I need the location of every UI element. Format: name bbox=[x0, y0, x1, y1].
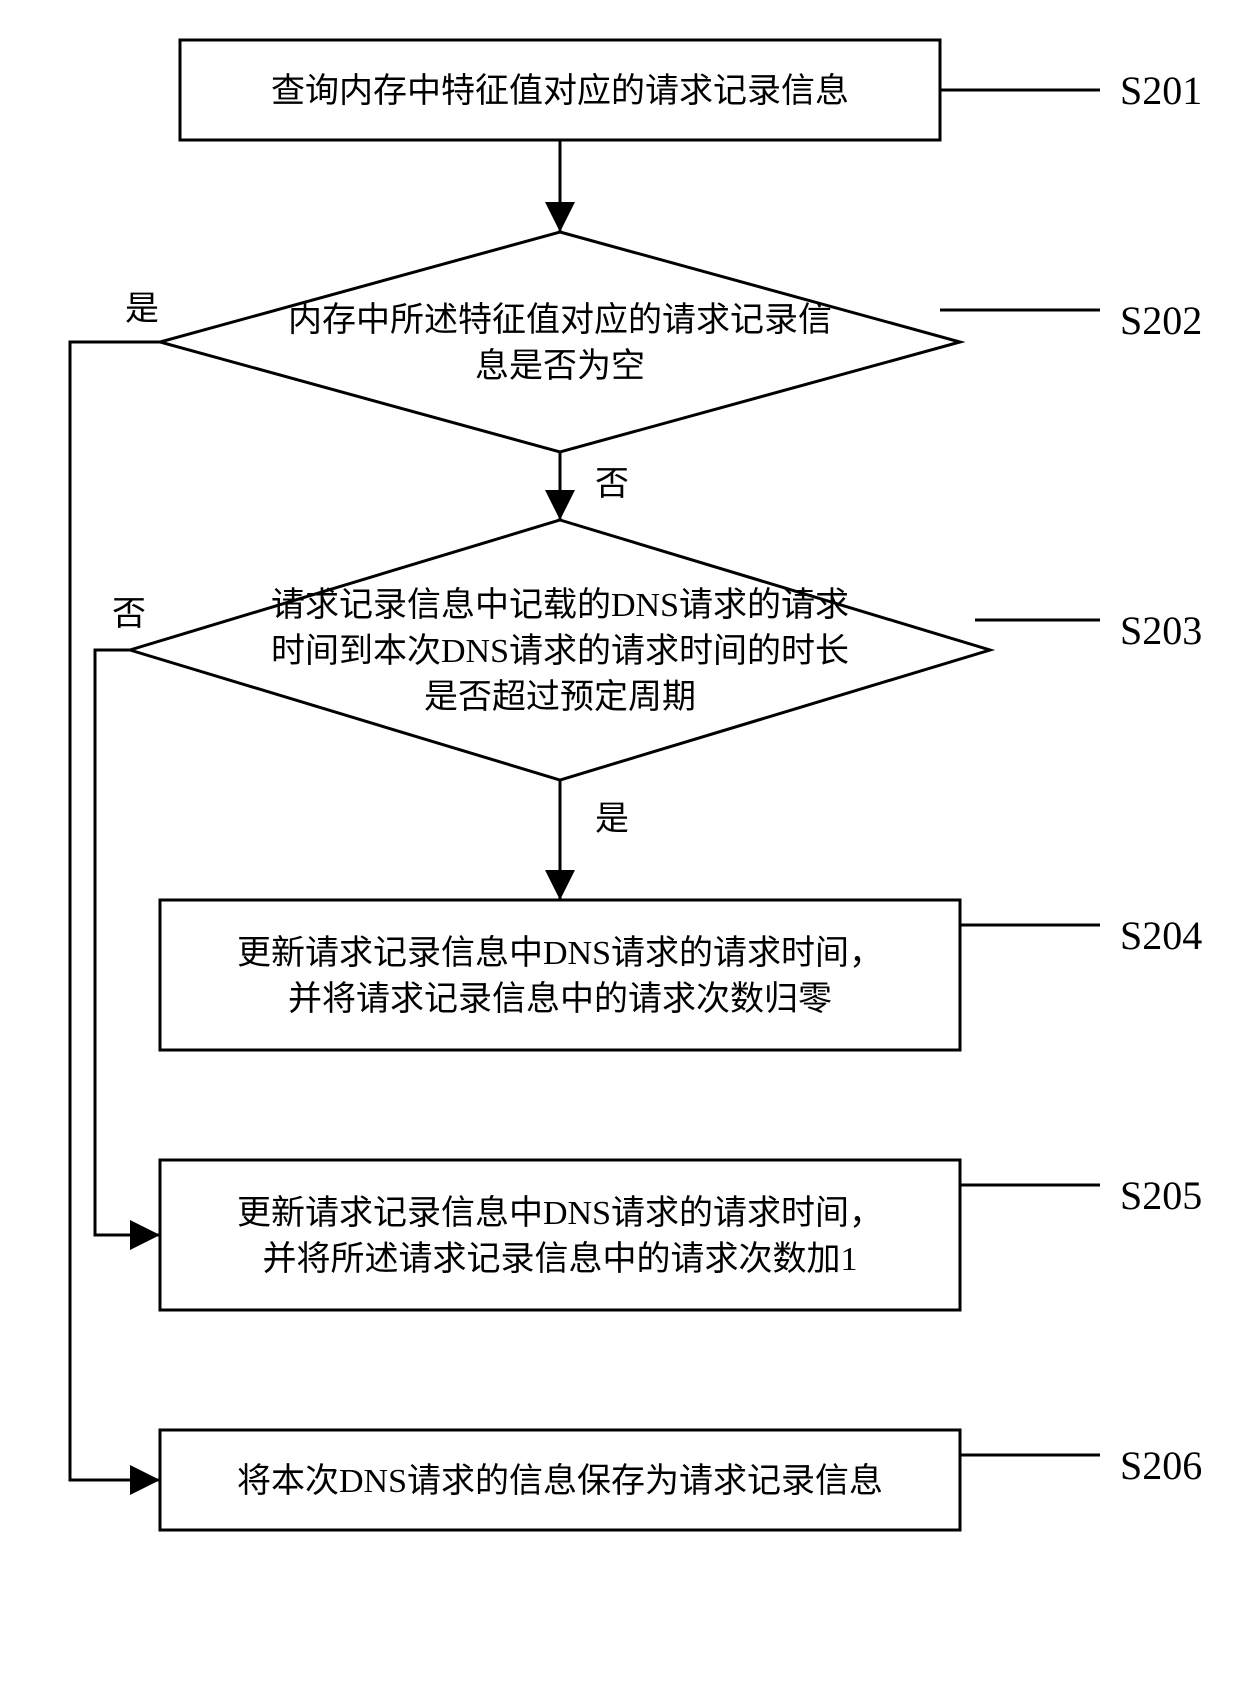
node-text: 请求记录信息中记载的DNS请求的请求 bbox=[271, 586, 849, 624]
flow-node-s202 bbox=[160, 232, 960, 452]
edge-label: 否 bbox=[112, 596, 146, 633]
flow-node-s205 bbox=[160, 1160, 960, 1310]
step-label: S201 bbox=[1120, 68, 1202, 113]
node-text: 并将所述请求记录信息中的请求次数加1 bbox=[263, 1240, 858, 1278]
edge-label: 否 bbox=[595, 466, 629, 503]
flow-node-s204 bbox=[160, 900, 960, 1050]
step-label: S205 bbox=[1120, 1173, 1202, 1218]
edge-label: 是 bbox=[125, 291, 159, 328]
flow-edge bbox=[95, 650, 160, 1235]
node-text: 内存中所述特征值对应的请求记录信 bbox=[288, 301, 832, 339]
node-text: 更新请求记录信息中DNS请求的请求时间， bbox=[237, 1194, 883, 1232]
node-text: 时间到本次DNS请求的请求时间的时长 bbox=[271, 632, 849, 670]
edge-label: 是 bbox=[595, 801, 629, 838]
node-text: 查询内存中特征值对应的请求记录信息 bbox=[271, 72, 849, 110]
flow-edge bbox=[70, 342, 160, 1480]
flowchart-canvas: 否是是否查询内存中特征值对应的请求记录信息S201内存中所述特征值对应的请求记录… bbox=[0, 0, 1240, 1691]
node-text: 并将请求记录信息中的请求次数归零 bbox=[288, 980, 832, 1018]
node-text: 息是否为空 bbox=[475, 347, 645, 385]
step-label: S206 bbox=[1120, 1443, 1202, 1488]
node-text: 将本次DNS请求的信息保存为请求记录信息 bbox=[237, 1462, 883, 1500]
step-label: S204 bbox=[1120, 913, 1202, 958]
step-label: S203 bbox=[1120, 608, 1202, 653]
step-label: S202 bbox=[1120, 298, 1202, 343]
node-text: 更新请求记录信息中DNS请求的请求时间， bbox=[237, 934, 883, 972]
node-text: 是否超过预定周期 bbox=[424, 678, 696, 716]
